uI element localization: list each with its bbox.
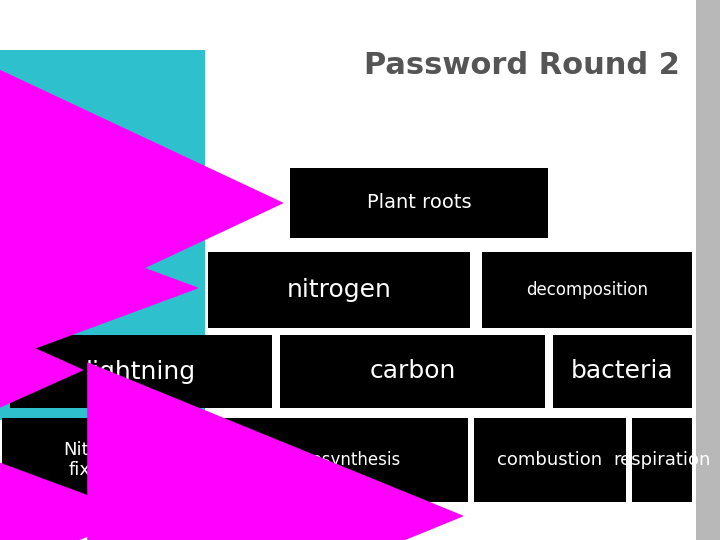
Text: combustion: combustion — [498, 451, 603, 469]
Bar — [632, 418, 692, 502]
Text: Password Round 2: Password Round 2 — [364, 51, 680, 79]
Bar — [0, 50, 205, 420]
Bar — [208, 252, 470, 328]
Text: photosynthesis: photosynthesis — [275, 451, 401, 469]
Bar — [2, 418, 202, 502]
Bar — [290, 168, 548, 238]
Text: carbon: carbon — [369, 360, 456, 383]
Text: bacteria: bacteria — [571, 360, 674, 383]
Bar — [208, 418, 468, 502]
Bar — [553, 335, 692, 408]
Bar — [280, 335, 545, 408]
Bar — [474, 418, 626, 502]
Text: respiration: respiration — [613, 451, 711, 469]
Text: lightning: lightning — [86, 360, 196, 383]
Text: decomposition: decomposition — [526, 281, 648, 299]
Text: Nitrogen
fixation: Nitrogen fixation — [63, 441, 141, 480]
Bar — [482, 252, 692, 328]
Text: nitrogen: nitrogen — [287, 278, 392, 302]
Text: Plant roots: Plant roots — [366, 193, 472, 213]
Bar — [10, 335, 272, 408]
Bar — [696, 0, 720, 540]
